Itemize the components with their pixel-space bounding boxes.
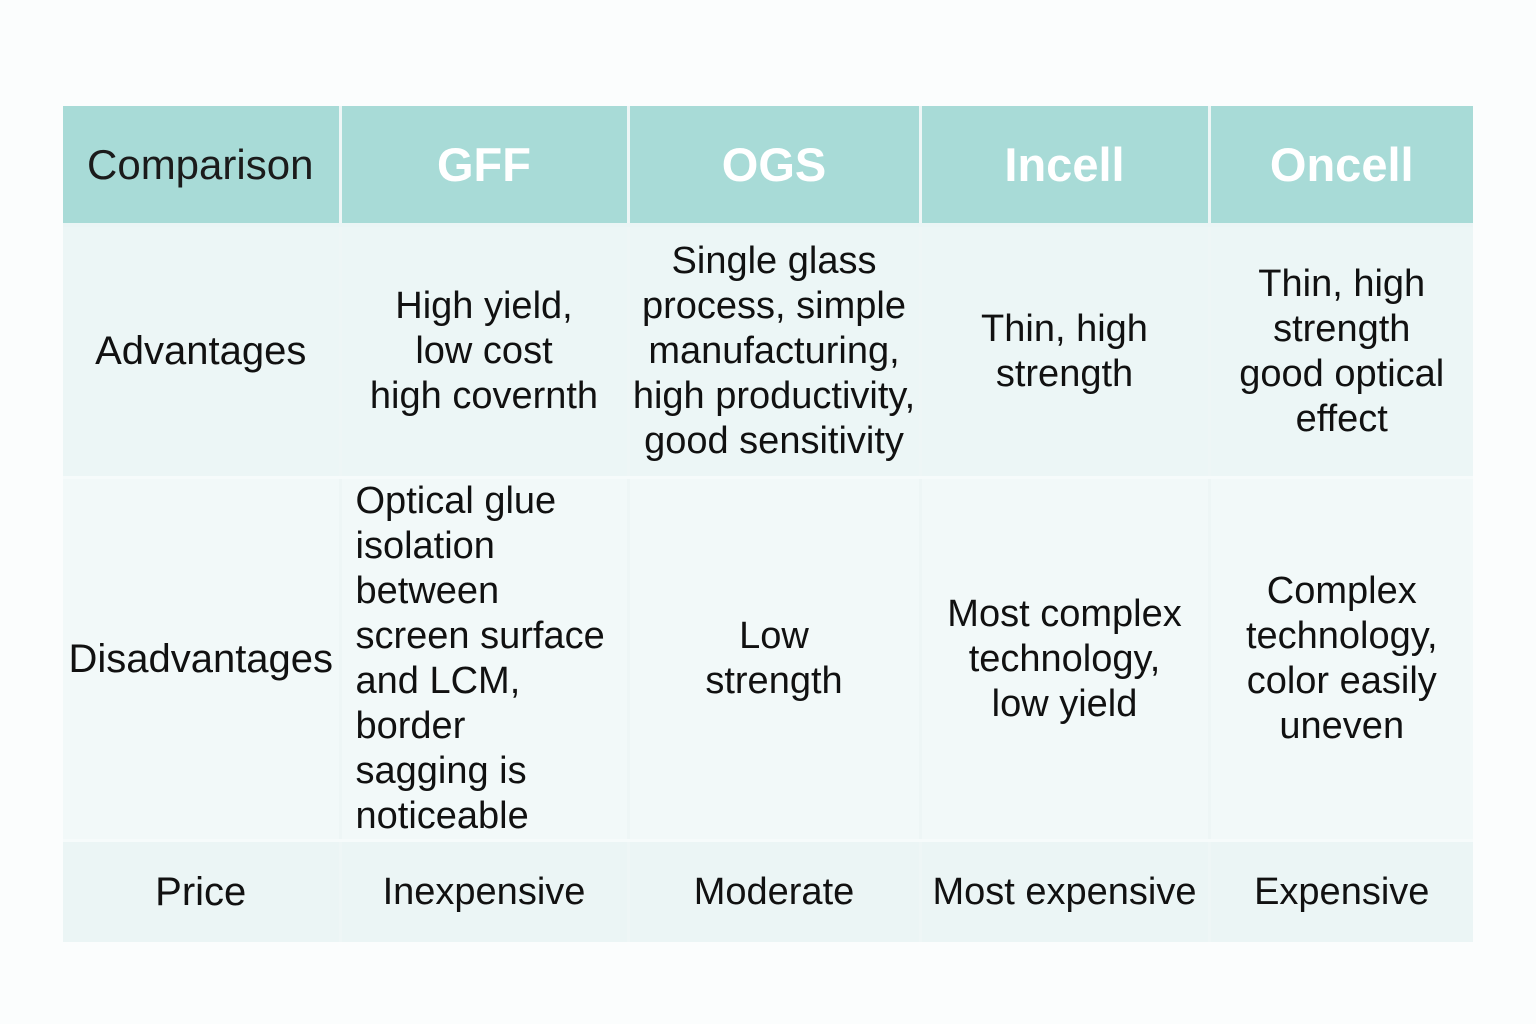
cell-text: Inexpensive	[382, 870, 586, 913]
cell-disadvantages-incell: Most complex technology, low yield	[920, 477, 1211, 842]
row-label-advantages: Advantages	[63, 225, 342, 479]
cell-disadvantages-oncell: Complex technology, color easily uneven	[1209, 477, 1473, 842]
comparison-table-container: Comparison GFF OGS Incell Oncell Advanta…	[63, 106, 1473, 942]
table-row-price: Price Inexpensive Moderate Most expensiv…	[63, 840, 1473, 942]
header-comparison: Comparison	[63, 106, 342, 227]
cell-advantages-gff: High yield, low cost high covernth	[340, 225, 630, 479]
cell-price-incell: Most expensive	[920, 840, 1211, 942]
row-label-text: Disadvantages	[68, 636, 334, 681]
cell-advantages-ogs: Single glass process, simple manufacturi…	[628, 225, 922, 479]
cell-text: Thin, high strength good optical effect	[1239, 262, 1445, 440]
cell-advantages-oncell: Thin, high strength good optical effect	[1209, 225, 1473, 479]
table-header: Comparison GFF OGS Incell Oncell	[63, 106, 1473, 227]
cell-text: Moderate	[693, 870, 855, 913]
cell-disadvantages-ogs: Low strength	[628, 477, 922, 842]
row-label-disadvantages: Disadvantages	[63, 477, 342, 842]
row-label-price: Price	[63, 840, 342, 942]
header-incell: Incell	[920, 106, 1211, 227]
cell-price-oncell: Expensive	[1209, 840, 1473, 942]
cell-text: High yield, low cost high covernth	[369, 285, 599, 417]
cell-text: Most complex technology, low yield	[947, 592, 1182, 725]
header-oncell: Oncell	[1209, 106, 1473, 227]
row-label-text: Price	[155, 869, 247, 914]
cell-text: Expensive	[1254, 870, 1430, 913]
cell-text: Optical glue isolation between screen su…	[355, 480, 605, 837]
cell-price-gff: Inexpensive	[340, 840, 630, 942]
cell-price-ogs: Moderate	[628, 840, 922, 942]
table-row-advantages: Advantages High yield, low cost high cov…	[63, 225, 1473, 479]
comparison-table: Comparison GFF OGS Incell Oncell Advanta…	[63, 106, 1473, 942]
cell-advantages-incell: Thin, high strength	[920, 225, 1211, 479]
header-gff: GFF	[340, 106, 630, 227]
cell-text: Single glass process, simple manufacturi…	[632, 240, 916, 462]
cell-text: Thin, high strength	[981, 307, 1148, 395]
table-row-disadvantages: Disadvantages Optical glue isolation bet…	[63, 477, 1473, 842]
cell-text: Most expensive	[932, 870, 1197, 913]
table-body: Advantages High yield, low cost high cov…	[63, 225, 1473, 942]
cell-disadvantages-gff: Optical glue isolation between screen su…	[340, 477, 630, 842]
header-ogs: OGS	[628, 106, 922, 227]
header-row: Comparison GFF OGS Incell Oncell	[63, 106, 1473, 227]
row-label-text: Advantages	[95, 329, 307, 373]
cell-text: Complex technology, color easily uneven	[1245, 570, 1438, 747]
cell-text: Low strength	[705, 615, 843, 702]
